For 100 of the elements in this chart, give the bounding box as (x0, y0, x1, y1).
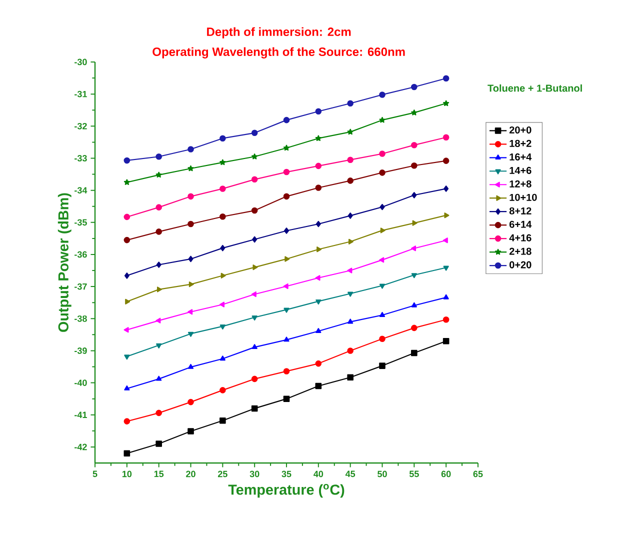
legend-label: 2+18 (509, 248, 532, 255)
point (252, 316, 258, 321)
point (380, 228, 386, 234)
point (348, 318, 354, 324)
x-tick-label: 5 (92, 470, 98, 478)
point (347, 100, 354, 107)
legend-label: 8+12 (509, 207, 532, 214)
point (348, 292, 354, 297)
point (443, 100, 450, 106)
point (442, 75, 450, 82)
y-tick-label: -36 (74, 251, 87, 258)
point (188, 428, 194, 434)
point (315, 184, 322, 191)
x-tick-label: 65 (473, 470, 483, 478)
point (316, 246, 322, 252)
point (379, 116, 386, 123)
x-tick-label: 30 (250, 470, 260, 478)
point (379, 170, 386, 176)
point (188, 364, 194, 369)
point (188, 193, 194, 200)
point (188, 282, 194, 288)
point (156, 410, 162, 416)
y-axis-title: Output Power (dBm) (58, 193, 72, 332)
point (316, 299, 322, 304)
point (220, 186, 226, 192)
point (156, 343, 162, 348)
x-tick-label: 35 (282, 470, 292, 478)
chart-subtitle: Operating Wavelength of the Source: 660nm (152, 47, 405, 58)
y-tick-label: -41 (74, 412, 87, 418)
point (283, 368, 290, 374)
point (124, 450, 130, 457)
point (124, 214, 130, 220)
point (283, 396, 290, 402)
point (251, 405, 258, 412)
y-tick-label: -34 (74, 187, 88, 194)
legend-label: 18+2 (510, 140, 532, 148)
point (412, 220, 418, 226)
point (380, 204, 385, 210)
legend-label: 0+20 (510, 261, 532, 268)
x-tick-label: 60 (441, 470, 451, 478)
legend-label: 10+10 (510, 194, 537, 201)
point (444, 212, 450, 218)
point (347, 374, 354, 380)
point (411, 110, 418, 116)
point (315, 382, 322, 390)
point (220, 356, 226, 361)
point (379, 92, 386, 98)
point (124, 236, 130, 244)
point (251, 207, 258, 214)
point (156, 204, 162, 210)
point (347, 128, 354, 135)
point (220, 387, 226, 394)
point (251, 130, 258, 136)
point (220, 244, 226, 252)
point (252, 236, 258, 243)
x-tick-label: 10 (122, 470, 132, 478)
point (411, 142, 418, 148)
point (283, 283, 288, 290)
point (379, 362, 386, 369)
point (283, 116, 290, 124)
point (443, 266, 449, 271)
point (284, 336, 290, 342)
y-tick-label: -30 (74, 58, 87, 66)
chart-title: Depth of immersion: 2cm (207, 27, 351, 38)
point (251, 376, 258, 382)
point (188, 398, 194, 406)
x-tick-label: 40 (314, 470, 324, 478)
y-tick-label: -39 (74, 348, 87, 354)
point (156, 172, 162, 178)
point (348, 212, 353, 219)
point (411, 350, 418, 356)
point (283, 144, 290, 151)
legend-label: 14+6 (510, 166, 532, 174)
legend-label: 4+16 (509, 234, 532, 242)
point (316, 328, 322, 333)
point (347, 178, 354, 184)
point (347, 268, 352, 274)
y-tick-label: -31 (74, 90, 87, 98)
y-tick-label: -40 (74, 380, 87, 386)
point (379, 312, 386, 317)
point (124, 179, 130, 185)
point (252, 344, 258, 350)
point (188, 220, 194, 228)
point (220, 418, 226, 424)
y-tick-label: -33 (74, 155, 87, 162)
point (411, 84, 418, 90)
x-tick-label: 50 (378, 470, 387, 478)
point (156, 318, 161, 324)
point (411, 246, 416, 252)
point (284, 228, 289, 234)
point (220, 159, 226, 166)
point (283, 168, 290, 176)
point (124, 418, 130, 424)
point (379, 336, 386, 342)
point (156, 262, 162, 268)
point (188, 165, 194, 172)
point (347, 348, 354, 354)
point (442, 134, 450, 141)
point (315, 360, 322, 367)
point (124, 354, 130, 360)
